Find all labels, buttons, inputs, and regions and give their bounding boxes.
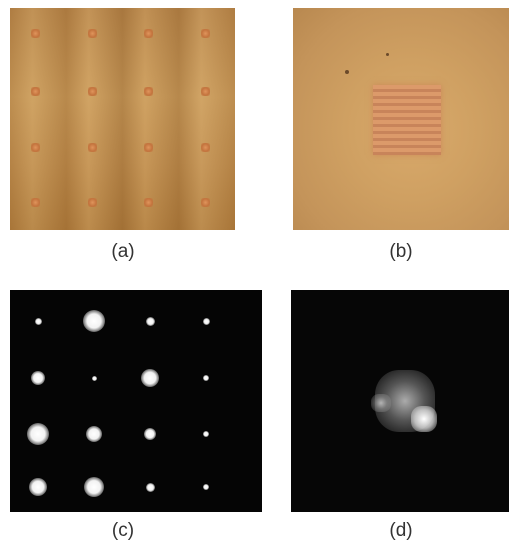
photo-a-grid-of-marks (10, 8, 235, 230)
caption-b: (b) (389, 241, 413, 262)
grid-mark (88, 87, 97, 96)
grid-mark (201, 87, 210, 96)
image-c-spot-array (10, 290, 262, 512)
light-spot (86, 426, 102, 442)
grid-mark (31, 198, 40, 207)
grid-mark (31, 87, 40, 96)
light-spot (83, 310, 105, 332)
grid-mark (144, 87, 153, 96)
grid-mark (144, 29, 153, 38)
image-d-fuzzy-square (291, 290, 509, 512)
light-spot (91, 375, 97, 381)
light-spot (144, 428, 156, 440)
caption-d: (d) (389, 520, 413, 541)
light-spot (27, 423, 49, 445)
light-spot (203, 484, 209, 490)
light-spot (145, 482, 155, 492)
light-spot (84, 477, 104, 497)
grid-mark (144, 198, 153, 207)
bright-corner (411, 406, 437, 432)
surface-dot (386, 53, 389, 56)
light-spot (203, 431, 209, 437)
light-spot (202, 317, 210, 325)
light-spot (29, 478, 47, 496)
grid-mark (31, 143, 40, 152)
caption-a: (a) (111, 241, 135, 262)
grid-mark (88, 143, 97, 152)
light-spot (31, 371, 45, 385)
grid-mark (31, 29, 40, 38)
grid-mark (88, 29, 97, 38)
grid-mark (201, 143, 210, 152)
light-spot (34, 317, 42, 325)
square-pattern (373, 85, 441, 155)
fuzzy-spot (371, 394, 391, 412)
light-spot (145, 316, 155, 326)
light-spot (203, 375, 209, 381)
caption-c: (c) (111, 520, 135, 541)
photo-b-single-square (293, 8, 509, 230)
light-spot (141, 369, 159, 387)
grid-mark (201, 198, 210, 207)
grid-mark (88, 198, 97, 207)
grid-mark (201, 29, 210, 38)
surface-dot (345, 70, 349, 74)
grid-mark (144, 143, 153, 152)
